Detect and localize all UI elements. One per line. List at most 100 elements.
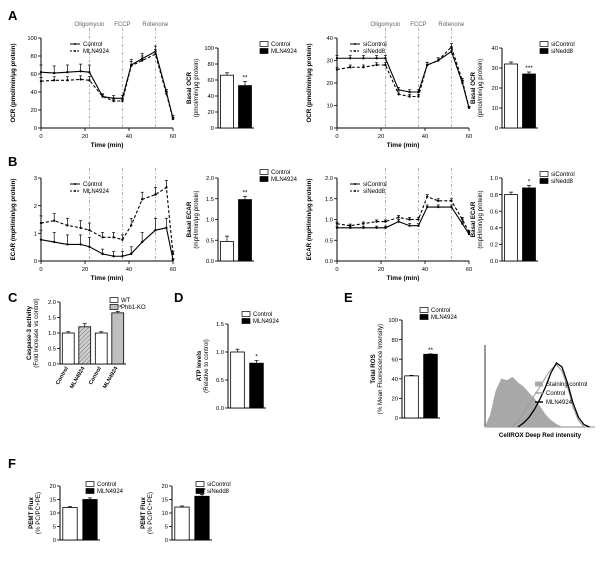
- bar: [220, 74, 234, 129]
- legend-swatch: [109, 297, 119, 303]
- legend-label: Control: [271, 42, 290, 48]
- panel-label-F: F: [8, 456, 16, 471]
- y-axis-label: Basal OCR(pmol/min/μg protein): [186, 59, 200, 118]
- y-tick-label: 1.0: [206, 218, 214, 224]
- bar: [61, 332, 75, 365]
- chart-D: 0.0 0.5 1.0 1.5 ATP levels(Relative to contr…: [196, 311, 280, 412]
- bar: [504, 63, 518, 129]
- data-point: [426, 63, 429, 67]
- legend-label: MLN4924: [271, 49, 298, 55]
- data-point: [461, 79, 464, 82]
- panel-label-D: D: [174, 290, 183, 305]
- series-line: [40, 50, 174, 119]
- data-point: [408, 95, 411, 98]
- chart-B4: 0.0 0.2 0.4 0.6 0.8 1.0 Basal ECAR(mpH/min/μg …: [470, 171, 575, 265]
- y-tick-label: 0.5: [206, 238, 214, 244]
- y-tick-label: 100: [204, 46, 214, 52]
- y-tick-label: 0.8: [490, 193, 498, 199]
- x-tick-label: 40: [126, 267, 132, 273]
- data-point: [141, 59, 144, 62]
- y-tick-label: 1.0: [48, 331, 56, 337]
- y-axis-label: Basal OCR(pmol/min/μg protein): [470, 59, 484, 118]
- data-point: [417, 224, 420, 227]
- data-point: [450, 45, 453, 49]
- y-tick-label: 20: [31, 108, 37, 114]
- significance-label: ***: [525, 65, 533, 72]
- y-tick-label: 3: [34, 176, 37, 182]
- y-tick-label: 1.0: [490, 176, 498, 182]
- x-tick-label: 40: [422, 267, 428, 273]
- x-tick-label: 60: [170, 267, 176, 273]
- data-point: [349, 57, 352, 60]
- injection-label: FCCP: [114, 22, 130, 28]
- x-tick-label: 0: [335, 267, 338, 273]
- legend-swatch: [419, 314, 429, 320]
- y-tick-label: 0: [53, 538, 56, 544]
- y-tick-label: 0: [495, 126, 498, 132]
- data-point: [467, 232, 471, 236]
- legend-swatch: [195, 481, 205, 487]
- data-point: [154, 193, 157, 196]
- legend-label: WT: [121, 298, 131, 304]
- chart-C: 0.0 0.5 1.0 1.5 2.0 Caspase-3 activity(Fold i…: [26, 297, 146, 390]
- y-axis-label: PEMT Flux(% PC/PC+PE): [140, 492, 154, 534]
- y-tick-label: 1: [34, 232, 37, 238]
- legend-label: MLN4924: [83, 189, 110, 195]
- series-line: [336, 45, 470, 108]
- y-label-main: Basal OCR: [186, 71, 193, 104]
- y-axis-label: ECAR (mpH/min/μg protein): [10, 179, 17, 261]
- x-tick-label: 60: [170, 134, 176, 140]
- y-tick-label: 20: [50, 484, 56, 490]
- x-tick-label: MLN4924: [102, 365, 120, 390]
- y-axis-label: ECAR (mpH/min/μg protein): [306, 179, 313, 261]
- bar: [423, 353, 438, 419]
- data-point: [53, 79, 56, 82]
- bar: [238, 85, 252, 129]
- bar: [522, 187, 536, 262]
- bar: [522, 73, 536, 129]
- legend-swatch: [419, 307, 429, 313]
- legend-label: Control: [83, 42, 102, 48]
- y-tick-label: 30: [327, 59, 333, 65]
- y-tick-label: 15: [162, 498, 168, 504]
- y-label-unit: (mpH/min/μg protein): [193, 190, 200, 248]
- x-axis-label: Time (min): [91, 275, 124, 282]
- data-point: [375, 226, 378, 229]
- data-point: [79, 226, 82, 229]
- y-tick-label: 2.0: [206, 176, 214, 182]
- data-point: [39, 221, 43, 225]
- legend-label: MLN4924: [83, 49, 110, 55]
- bar: [94, 332, 108, 365]
- y-axis-label: Basal ECAR(mpH/min/μg protein): [470, 190, 484, 248]
- series-line: [337, 50, 470, 108]
- y-label-main: Total ROS: [370, 354, 377, 383]
- y-tick-label: 20: [162, 484, 168, 490]
- bar: [82, 499, 98, 541]
- x-tick-label: 40: [126, 134, 132, 140]
- legend-swatch: [195, 488, 205, 494]
- data-point: [349, 224, 352, 227]
- y-tick-label: 80: [31, 54, 37, 60]
- legend-marker: [74, 183, 76, 185]
- chart-E2: CellROX Deep Red intensity Staining contr…: [484, 345, 595, 439]
- chart-A2: 0 20 40 60 80 100 Basal OCR(pmol/min/μg protei…: [186, 41, 298, 132]
- legend-label: Control: [83, 182, 102, 188]
- data-point: [384, 220, 387, 223]
- bar: [504, 194, 518, 262]
- panel-label-A: A: [8, 8, 18, 23]
- y-label-unit: (pmol/min/μg protein): [193, 59, 200, 118]
- x-axis-label: Time (min): [387, 275, 420, 282]
- legend-label: Staining control: [546, 382, 587, 388]
- legend-swatch: [539, 48, 549, 54]
- significance-label: *: [528, 178, 531, 185]
- data-point: [408, 218, 411, 221]
- x-axis-label: Time (min): [387, 142, 420, 149]
- data-point: [426, 195, 429, 198]
- y-tick-label: 0.5: [216, 378, 224, 384]
- y-label-unit: (% Mean Fluorescence Intensity): [377, 324, 384, 414]
- data-point: [165, 226, 168, 229]
- significance-label: **: [242, 189, 248, 196]
- data-point: [79, 78, 82, 81]
